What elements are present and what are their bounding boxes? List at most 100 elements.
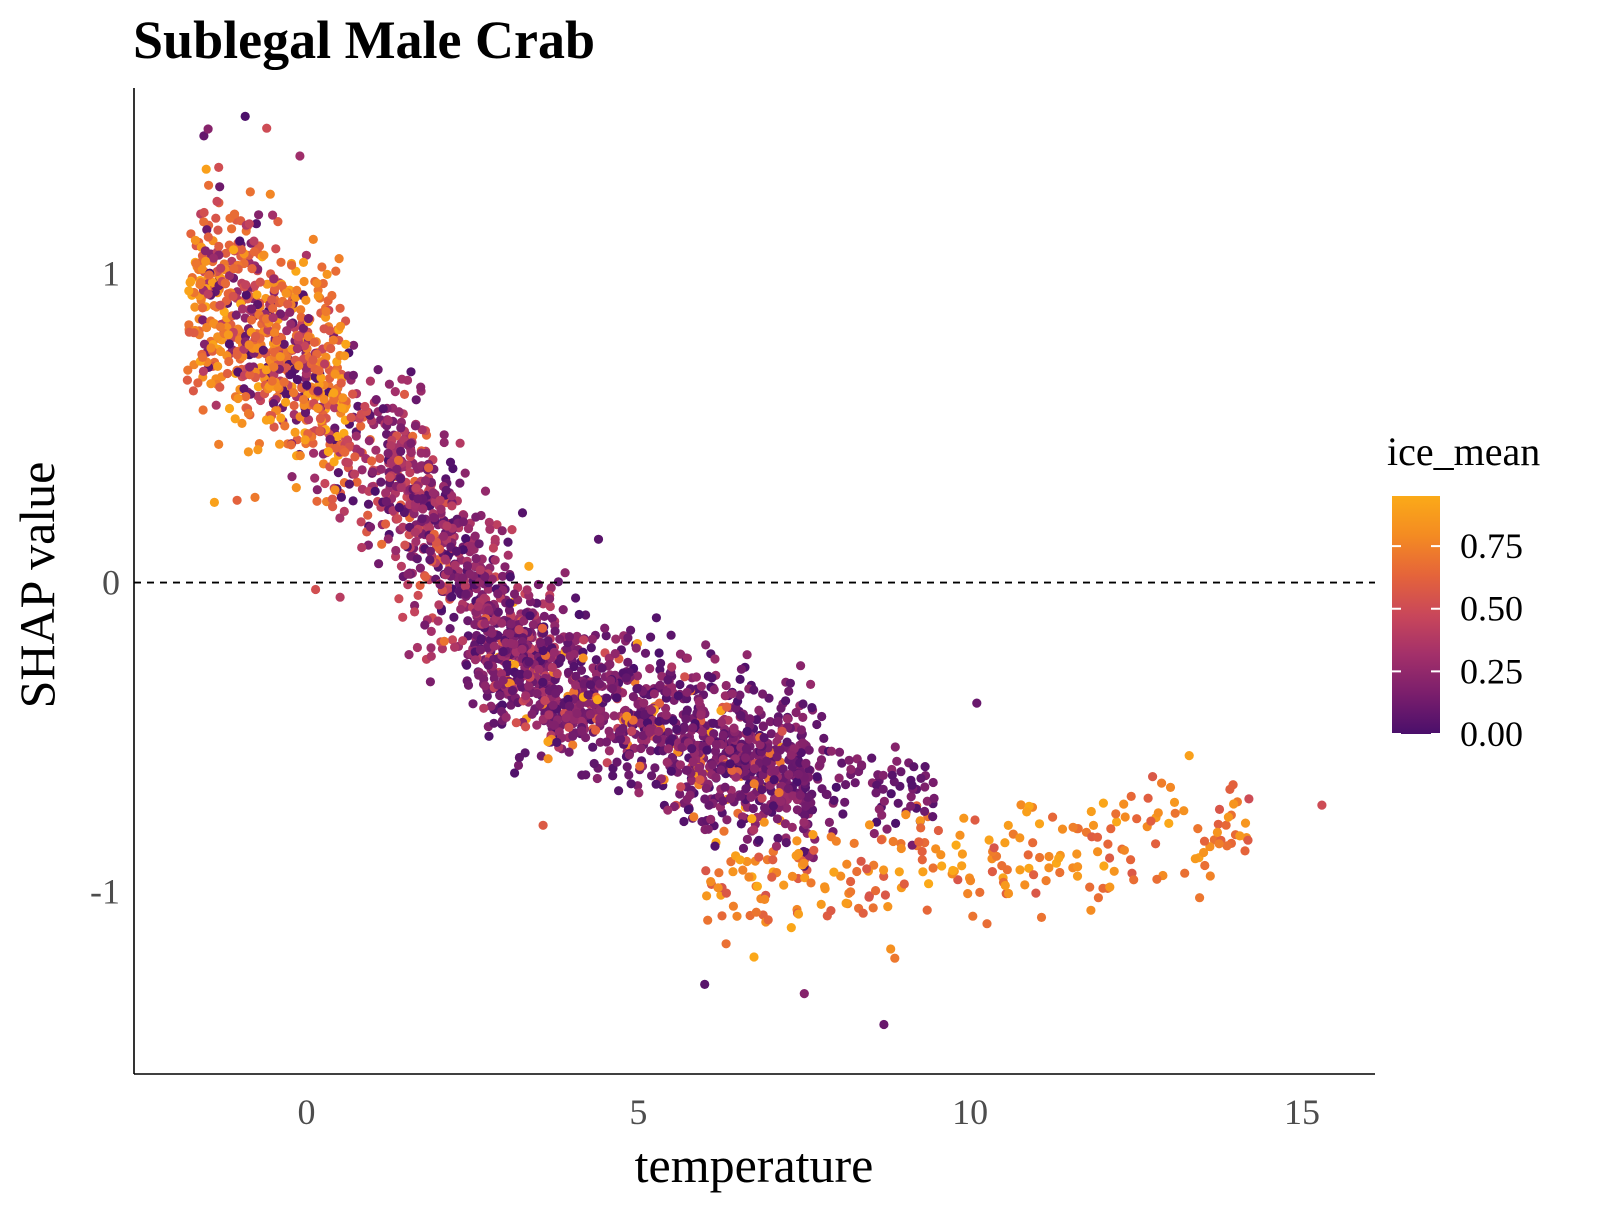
data-point: [394, 455, 404, 465]
data-point: [694, 763, 704, 773]
data-point: [346, 412, 356, 423]
data-point: [868, 903, 878, 913]
data-point: [353, 401, 363, 411]
data-point: [581, 732, 591, 743]
data-point: [184, 320, 194, 330]
data-point: [348, 496, 358, 506]
data-point: [356, 421, 366, 431]
data-point: [688, 723, 698, 733]
data-point: [420, 476, 431, 486]
data-point: [1072, 871, 1083, 881]
data-point: [888, 836, 898, 847]
data-point: [214, 162, 224, 172]
data-point: [545, 594, 555, 604]
data-point: [484, 517, 494, 528]
data-point: [336, 378, 346, 388]
data-point: [376, 464, 386, 474]
data-point: [211, 213, 221, 223]
data-point: [433, 616, 443, 626]
data-point: [367, 456, 377, 466]
data-point: [1243, 835, 1253, 845]
data-point: [826, 906, 836, 916]
data-point: [763, 915, 773, 925]
data-point: [425, 533, 435, 543]
data-point: [838, 809, 848, 819]
data-point: [360, 401, 370, 412]
data-point: [609, 711, 619, 721]
data-point: [262, 123, 272, 133]
data-point: [640, 709, 650, 720]
data-point: [708, 718, 719, 729]
data-point: [579, 635, 589, 645]
data-point: [1148, 772, 1158, 782]
data-point: [700, 794, 710, 804]
data-point: [602, 758, 612, 768]
data-point: [691, 672, 702, 682]
data-point: [654, 698, 665, 708]
data-point: [864, 820, 875, 830]
data-point: [363, 499, 374, 509]
data-point: [538, 677, 548, 688]
data-point: [377, 539, 387, 549]
data-point: [601, 737, 612, 747]
data-point: [516, 669, 526, 679]
data-point: [249, 236, 259, 246]
data-point: [796, 725, 807, 735]
data-point: [886, 944, 896, 954]
data-point: [211, 400, 221, 410]
data-point: [221, 296, 231, 306]
data-point: [894, 867, 904, 877]
data-point: [804, 745, 814, 755]
data-point: [436, 504, 446, 514]
data-point: [668, 716, 678, 726]
data-point: [528, 620, 538, 630]
data-point: [203, 289, 213, 299]
data-point: [1120, 812, 1130, 822]
data-point: [621, 673, 632, 683]
data-point: [375, 453, 385, 463]
data-point: [736, 710, 746, 721]
y-tick-label: 1: [102, 253, 120, 293]
data-point: [183, 365, 193, 375]
data-point: [676, 782, 686, 792]
data-point: [337, 403, 347, 413]
data-point: [235, 236, 245, 246]
data-point: [406, 367, 416, 377]
data-point: [741, 784, 751, 794]
data-point: [654, 648, 664, 658]
data-point: [754, 852, 764, 862]
data-point: [213, 225, 223, 235]
data-point: [368, 467, 378, 477]
data-point: [313, 386, 323, 396]
data-point: [882, 824, 892, 834]
data-point: [230, 209, 240, 219]
data-point: [1165, 782, 1176, 793]
data-point: [1024, 863, 1034, 873]
data-point: [553, 577, 564, 587]
data-point: [335, 303, 345, 313]
data-point: [857, 760, 867, 770]
data-point: [325, 434, 335, 444]
data-point: [328, 502, 338, 512]
data-point: [601, 631, 611, 641]
data-point: [772, 814, 783, 824]
data-point: [378, 404, 388, 414]
data-point: [186, 229, 196, 239]
data-point: [259, 250, 269, 260]
data-point: [463, 680, 474, 690]
data-point: [489, 641, 499, 651]
data-point: [872, 817, 882, 827]
data-point: [800, 873, 810, 883]
data-point: [1044, 863, 1054, 873]
data-point: [777, 726, 787, 736]
data-point: [445, 457, 456, 467]
data-point: [1016, 800, 1026, 810]
data-point: [754, 835, 764, 845]
data-point: [410, 607, 420, 617]
data-point: [461, 589, 471, 599]
data-point: [918, 867, 928, 877]
data-point: [975, 887, 985, 898]
data-point: [398, 522, 408, 532]
data-point: [773, 833, 783, 844]
data-point: [654, 726, 664, 737]
